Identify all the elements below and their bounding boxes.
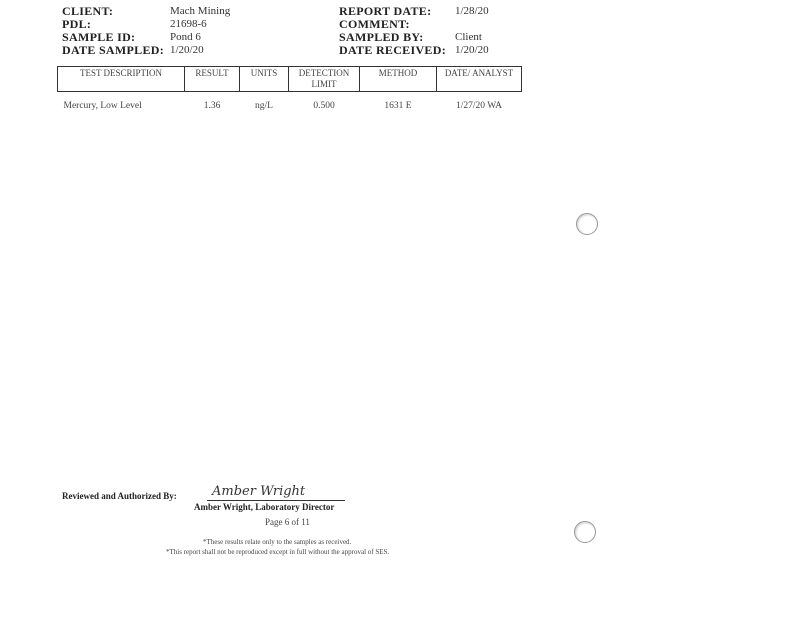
binder-hole-icon [576,213,598,235]
client-value: Mach Mining [170,5,231,17]
pdl-value: 21698-6 [170,18,207,30]
col-test-description: TEST DESCRIPTION [57,66,185,92]
cell-method: 1631 E [384,101,412,111]
table-header: TEST DESCRIPTION RESULT UNITS DETECTION … [57,66,522,92]
report-date-label: REPORT DATE: [339,4,432,18]
cell-test: Mercury, Low Level [63,101,142,111]
table-row: Mercury, Low Level 1.36 ng/L 0.500 1631 … [58,92,522,113]
col-units: UNITS [239,66,289,92]
col-date-analyst: DATE/ ANALYST [436,66,522,92]
sampled-by-label: SAMPLED BY: [339,30,424,44]
signature-image: Amber Wright [212,484,306,499]
sample-id-label: SAMPLE ID: [62,30,136,44]
reviewed-label: Reviewed and Authorized By: [62,491,177,501]
signature-line [207,500,345,501]
col-result: RESULT [184,66,240,92]
date-received-value: 1/20/20 [455,44,489,56]
signer-name: Amber Wright, Laboratory Director [194,502,335,512]
sampled-by-value: Client [455,31,482,43]
report-date-value: 1/28/20 [455,5,489,17]
date-received-label: DATE RECEIVED: [339,43,446,57]
comment-label: COMMENT: [339,17,410,31]
cell-units: ng/L [255,101,273,111]
col-detection-limit: DETECTION LIMIT [288,66,360,92]
cell-result: 1.36 [203,101,221,111]
sample-id-value: Pond 6 [170,31,201,43]
results-table: TEST DESCRIPTION RESULT UNITS DETECTION … [57,66,522,112]
client-label: CLIENT: [62,4,114,18]
page-number: Page 6 of 11 [265,517,310,527]
col-method: METHOD [359,66,437,92]
cell-detection-limit: 0.500 [313,101,335,111]
date-sampled-label: DATE SAMPLED: [62,43,165,57]
cell-date-analyst: 1/27/20 WA [455,101,502,111]
pdl-label: PDL: [62,17,92,31]
footnote-2: *This report shall not be reproduced exc… [166,548,390,556]
footnote-1: *These results relate only to the sample… [203,538,352,546]
date-sampled-value: 1/20/20 [170,44,204,56]
binder-hole-icon [574,521,596,543]
